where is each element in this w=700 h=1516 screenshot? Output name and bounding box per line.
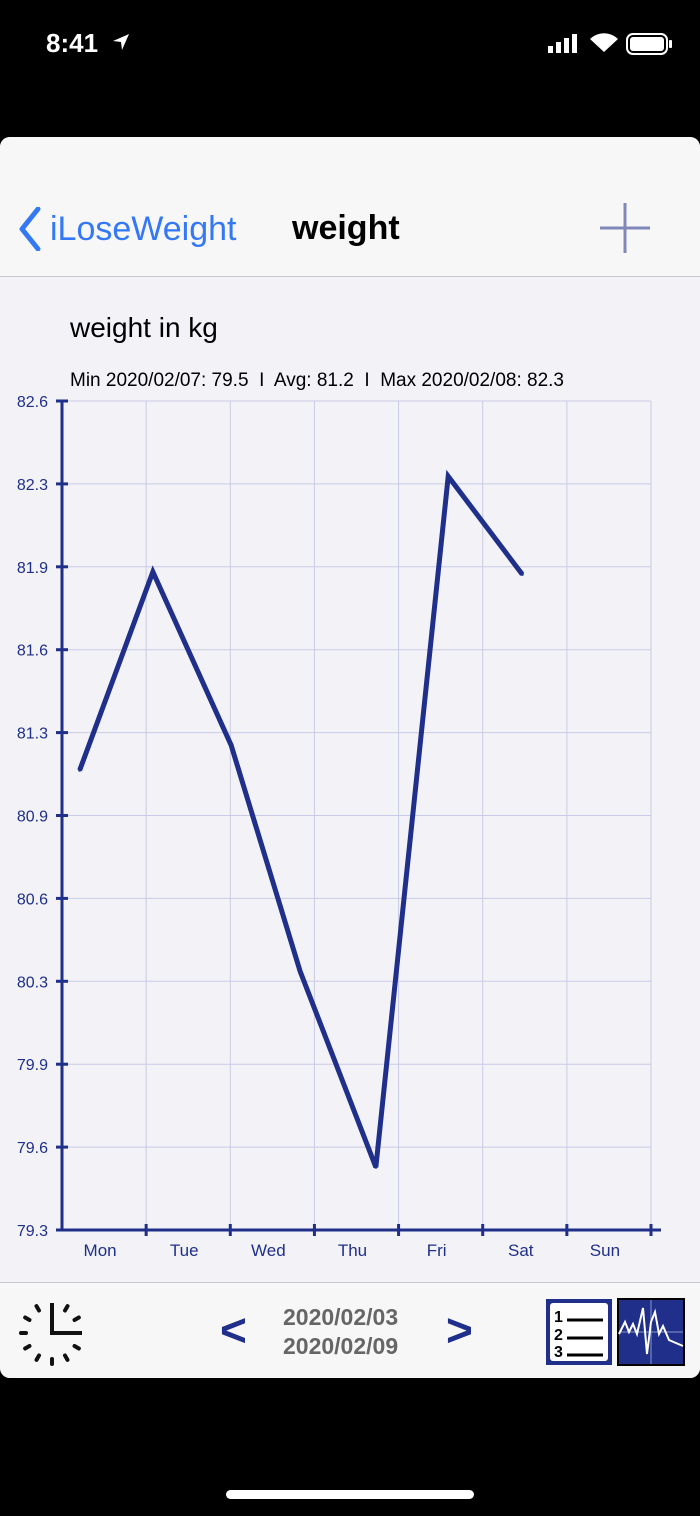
navigation-bar: iLoseWeight weight [0,137,700,277]
status-bar: 8:41 [0,0,700,90]
add-icon[interactable] [600,203,650,253]
status-time: 8:41 [46,28,99,58]
y-tick-label: 79.6 [17,1140,48,1157]
svg-text:3: 3 [554,1344,563,1361]
app-window: iLoseWeight weight weight in kg Min 2020… [0,137,700,1378]
data-point [229,743,233,747]
x-tick-label: Tue [170,1241,199,1260]
location-arrow-icon [113,34,129,50]
data-point [446,474,450,478]
y-tick-label: 79.3 [17,1223,48,1240]
y-tick-label: 81.9 [17,560,48,577]
end-date: 2020/02/09 [283,1333,399,1359]
home-indicator[interactable] [226,1490,474,1499]
chart-subtitle: weight in kg [70,312,218,343]
previous-week-button[interactable]: < [220,1304,247,1356]
list-view-icon[interactable]: 1 2 3 [545,1298,613,1366]
y-tick-label: 80.6 [17,891,48,908]
x-tick-label: Mon [84,1241,117,1260]
next-week-button[interactable]: > [446,1304,473,1356]
wifi-icon [590,33,618,52]
x-tick-label: Sun [590,1241,620,1260]
y-tick-label: 82.6 [17,394,48,411]
chart-stats: Min 2020/02/07: 79.5 I Avg: 81.2 I Max 2… [70,370,564,391]
signal-icon [548,34,577,53]
y-tick-label: 79.9 [17,1057,48,1074]
back-label: iLoseWeight [50,209,237,248]
chart-view-icon[interactable] [617,1298,685,1366]
data-point [520,572,524,576]
y-tick-label: 81.6 [17,643,48,660]
svg-text:1: 1 [554,1309,563,1326]
y-tick-label: 80.3 [17,974,48,991]
x-tick-label: Wed [251,1241,286,1260]
x-tick-label: Thu [338,1241,367,1260]
weight-chart: 82.6 82.3 81.9 81.6 81.3 80.9 80.6 80.3 79.9 79.6… [17,394,661,1260]
start-date: 2020/02/03 [283,1304,399,1330]
svg-text:2: 2 [554,1327,563,1344]
clock-icon[interactable] [18,1299,86,1367]
data-point [151,570,155,574]
x-tick-label: Fri [427,1241,447,1260]
y-tick-label: 81.3 [17,726,48,743]
data-point [78,768,82,772]
x-tick-label: Sat [508,1241,534,1260]
date-range: 2020/02/03 2020/02/09 [283,1303,398,1361]
back-button[interactable]: iLoseWeight [18,207,237,251]
battery-icon [626,33,672,55]
data-point [298,969,302,973]
data-point [374,1165,378,1169]
bottom-toolbar: < 2020/02/03 2020/02/09 > 1 2 3 [0,1282,700,1378]
y-tick-label: 80.9 [17,809,48,826]
y-tick-label: 82.3 [17,477,48,494]
chevron-left-icon [19,207,41,251]
page-title: weight [292,209,400,247]
